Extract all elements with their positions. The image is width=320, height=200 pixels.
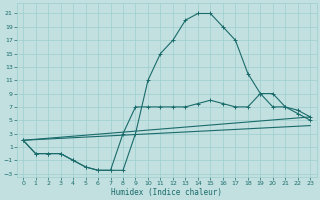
X-axis label: Humidex (Indice chaleur): Humidex (Indice chaleur) (111, 188, 222, 197)
